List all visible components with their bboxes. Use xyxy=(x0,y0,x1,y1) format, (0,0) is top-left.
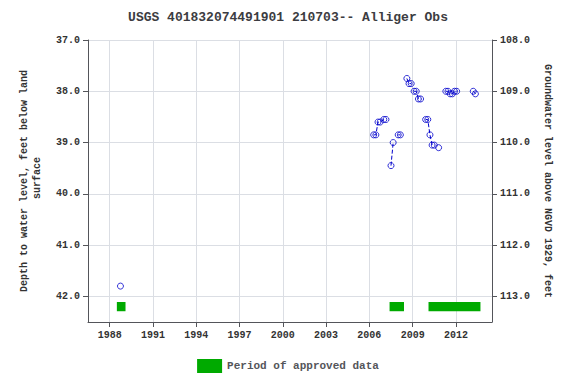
svg-text:2003: 2003 xyxy=(314,330,338,341)
svg-text:38.0: 38.0 xyxy=(56,86,80,97)
svg-text:37.0: 37.0 xyxy=(56,35,80,46)
svg-text:1988: 1988 xyxy=(98,330,122,341)
svg-text:2006: 2006 xyxy=(357,330,381,341)
svg-text:108.0: 108.0 xyxy=(500,35,530,46)
svg-text:109.0: 109.0 xyxy=(500,86,530,97)
svg-text:1991: 1991 xyxy=(141,330,165,341)
svg-text:42.0: 42.0 xyxy=(56,291,80,302)
svg-text:113.0: 113.0 xyxy=(500,291,530,302)
svg-text:112.0: 112.0 xyxy=(500,240,530,251)
svg-text:111.0: 111.0 xyxy=(500,188,530,199)
svg-text:surface: surface xyxy=(32,157,43,205)
svg-text:2000: 2000 xyxy=(271,330,295,341)
svg-text:USGS 401832074491901 210703--: USGS 401832074491901 210703-- Alliger Ob… xyxy=(128,10,448,25)
svg-text:1997: 1997 xyxy=(227,330,251,341)
svg-text:Period of approved data: Period of approved data xyxy=(227,360,379,372)
svg-text:110.0: 110.0 xyxy=(500,137,530,148)
svg-text:40.0: 40.0 xyxy=(56,188,80,199)
svg-text:39.0: 39.0 xyxy=(56,137,80,148)
svg-text:Groundwater level above NGVD 1: Groundwater level above NGVD 1929, feet xyxy=(542,64,553,298)
svg-text:2012: 2012 xyxy=(444,330,468,341)
svg-text:41.0: 41.0 xyxy=(56,240,80,251)
svg-text:1994: 1994 xyxy=(184,330,208,341)
svg-text:Depth to water level, feet bel: Depth to water level, feet below land xyxy=(19,70,30,292)
svg-text:2009: 2009 xyxy=(401,330,425,341)
